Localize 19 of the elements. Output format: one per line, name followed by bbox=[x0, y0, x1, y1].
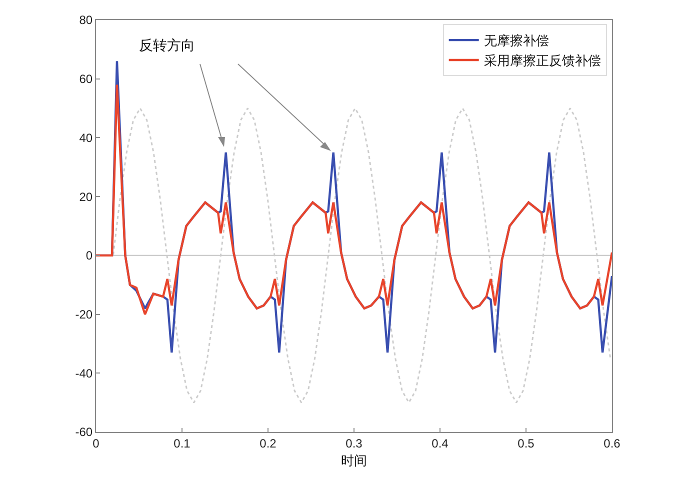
y-tick-label: -20 bbox=[75, 307, 93, 322]
annotation: 反转方向 bbox=[139, 37, 195, 53]
line-series bbox=[96, 84, 612, 316]
y-tick-label: -40 bbox=[75, 366, 93, 380]
y-tick-label: 40 bbox=[79, 130, 93, 145]
x-tick-label: 0.2 bbox=[260, 436, 277, 450]
x-tick-label: 0.3 bbox=[346, 436, 363, 450]
x-tick-label: 0.1 bbox=[174, 436, 191, 450]
legend-label: 采用摩擦正反馈补偿 bbox=[484, 53, 601, 68]
x-tick-label: 0.5 bbox=[518, 436, 535, 450]
x-axis-title: 时间 bbox=[341, 453, 367, 468]
x-tick-label: 0.6 bbox=[604, 436, 621, 450]
y-tick-label: 20 bbox=[79, 190, 93, 204]
y-tick-label: 80 bbox=[79, 13, 93, 28]
x-tick-label: 0.4 bbox=[432, 436, 449, 450]
y-tick-label: 60 bbox=[79, 72, 93, 86]
legend-label: 无摩擦补偿 bbox=[484, 33, 549, 48]
y-tick-label: 0 bbox=[86, 248, 93, 263]
y-tick-label: -60 bbox=[75, 425, 93, 440]
